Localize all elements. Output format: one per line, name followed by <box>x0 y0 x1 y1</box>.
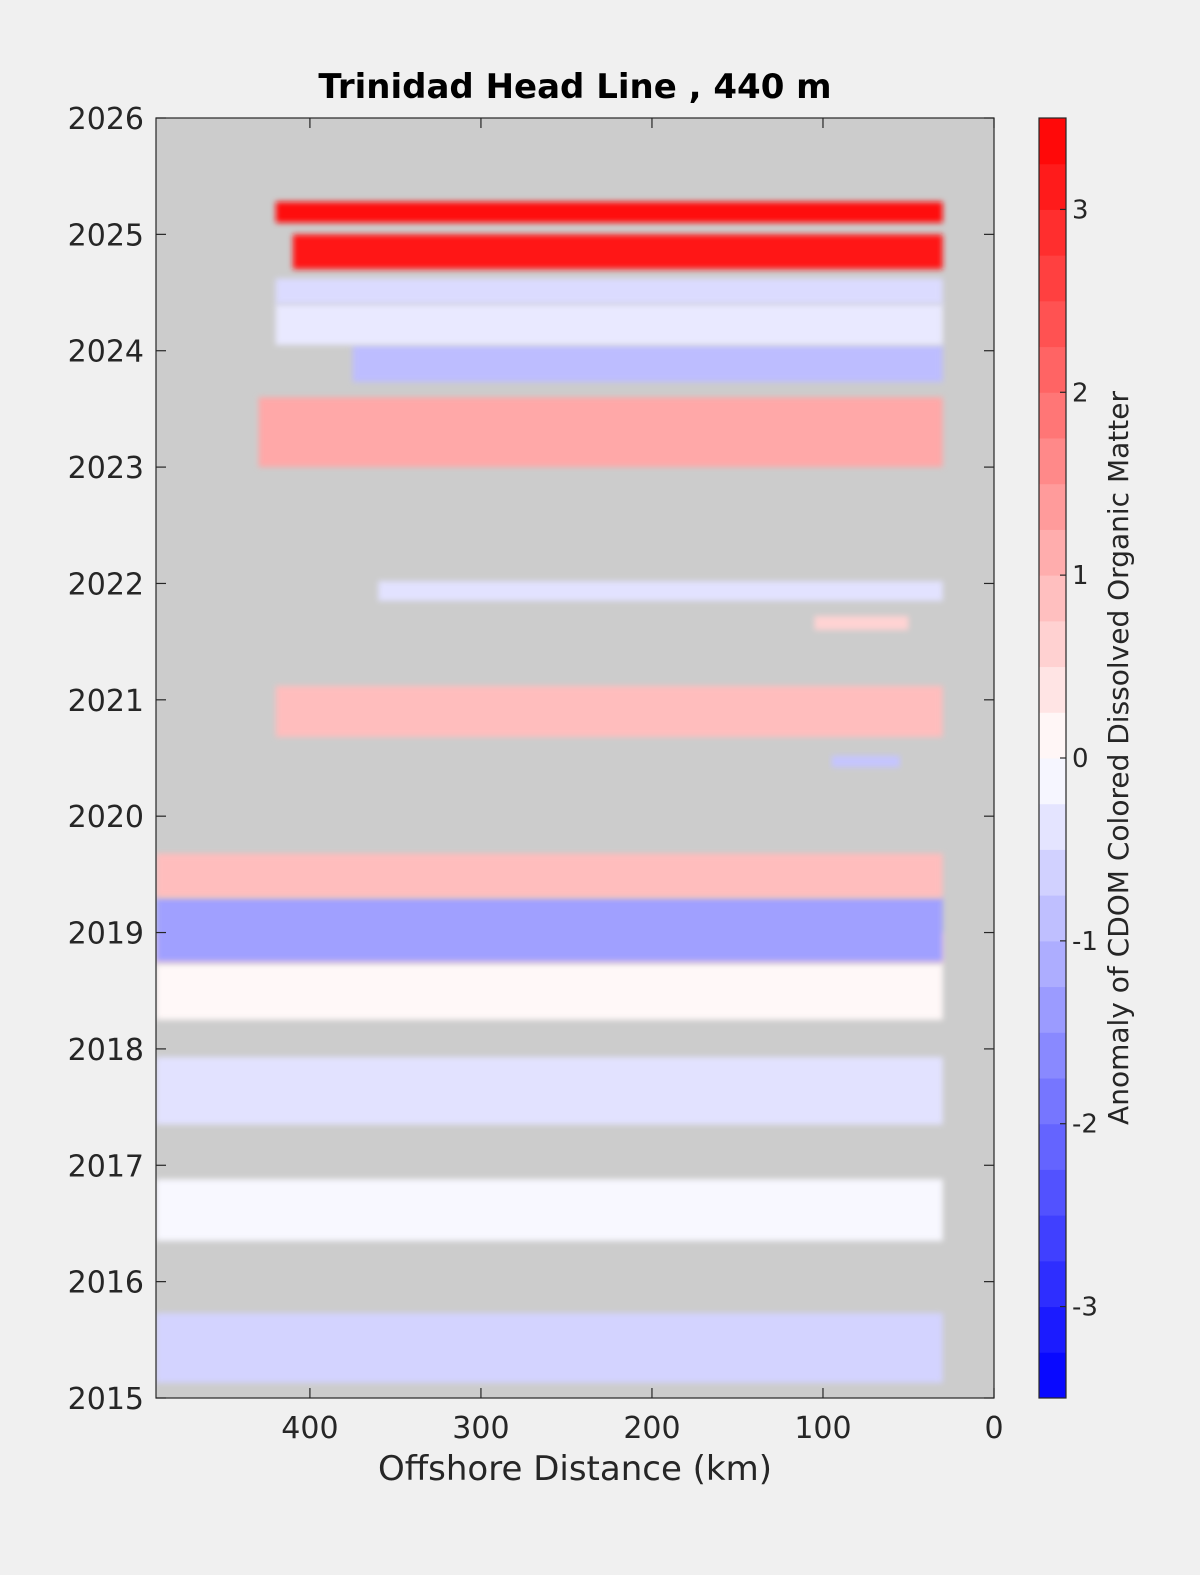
y-tick-label: 2016 <box>68 1266 144 1301</box>
y-tick-label: 2020 <box>68 800 144 835</box>
colorbar-segment <box>1039 666 1066 713</box>
x-axis-label: Offshore Distance (km) <box>378 1449 772 1489</box>
colorbar-segment <box>1039 986 1066 1033</box>
heatmap-band-5 <box>156 897 943 962</box>
colorbar-segment <box>1039 895 1066 942</box>
colorbar-label: Anomaly of CDOM Colored Dissolved Organi… <box>1102 391 1135 1125</box>
colorbar-segment <box>1039 1078 1066 1125</box>
y-tick-label: 2025 <box>68 218 144 253</box>
colorbar-tick-label: 1 <box>1072 561 1089 591</box>
heatmap-band-16 <box>275 201 943 223</box>
y-tick-label: 2021 <box>68 684 144 719</box>
colorbar-segment <box>1039 849 1066 896</box>
heatmap-band-9 <box>814 616 909 630</box>
heatmap-band-8 <box>275 685 943 738</box>
x-tick-label: 400 <box>281 1411 338 1446</box>
x-tick-label: 0 <box>984 1411 1003 1446</box>
colorbar-segment <box>1039 529 1066 576</box>
chart-title: Trinidad Head Line , 440 m <box>318 67 831 107</box>
plot-frame <box>155 117 995 1399</box>
colorbar-tick-label: 2 <box>1072 378 1089 408</box>
colorbar-segment <box>1039 483 1066 530</box>
y-tick-label: 2019 <box>68 917 144 952</box>
y-tick-label: 2023 <box>68 451 144 486</box>
y-tick-label: 2026 <box>68 102 144 137</box>
colorbar-segment <box>1039 1032 1066 1079</box>
heatmap-band-0 <box>156 1313 943 1383</box>
heatmap-band-4 <box>156 963 943 1020</box>
heatmap-band-10 <box>378 581 943 601</box>
colorbar-segment <box>1039 163 1066 210</box>
colorbar-tick-label: 3 <box>1072 195 1089 225</box>
y-tick-label: 2015 <box>68 1382 144 1417</box>
colorbar-segment <box>1039 1260 1066 1308</box>
colorbar-segment <box>1039 712 1066 759</box>
heatmap-band-1 <box>156 1179 943 1241</box>
x-axis-ticks: 400 300 200 100 0 <box>281 118 1004 1446</box>
colorbar-tick-label: 0 <box>1072 744 1089 774</box>
colorbar-segment <box>1039 940 1066 988</box>
x-tick-label: 200 <box>623 1411 680 1446</box>
colorbar-segment <box>1039 1123 1066 1170</box>
colorbar-segment <box>1039 1169 1066 1216</box>
colorbar-tick-label: -2 <box>1072 1110 1098 1140</box>
colorbar-segment <box>1039 620 1066 668</box>
heatmap-band-7 <box>831 755 900 768</box>
colorbar-segment <box>1039 255 1066 302</box>
heatmap-band-12 <box>352 344 943 383</box>
heatmap-band-13 <box>275 304 943 345</box>
colorbar-segment <box>1039 575 1066 622</box>
colorbar-segment <box>1039 118 1066 165</box>
colorbar-segment <box>1039 803 1066 850</box>
y-tick-label: 2022 <box>68 567 144 602</box>
colorbar-segment <box>1039 392 1066 439</box>
y-axis-ticks: 2015 2016 2017 2018 2019 2020 2021 2022 2023 2024… <box>68 102 994 1417</box>
colorbar-tick-label: -3 <box>1072 1293 1098 1323</box>
x-tick-label: 300 <box>452 1411 509 1446</box>
colorbar-segment <box>1039 758 1066 805</box>
colorbar-segment <box>1039 346 1066 393</box>
y-tick-label: 2017 <box>68 1149 144 1184</box>
colorbar-segment <box>1039 300 1066 348</box>
x-tick-label: 100 <box>794 1411 851 1446</box>
colorbar-segment <box>1039 1352 1066 1399</box>
colorbar-segment <box>1039 1215 1066 1262</box>
colorbar-segment <box>1039 209 1066 256</box>
y-tick-label: 2024 <box>68 335 144 370</box>
colorbar-tick-label: -1 <box>1072 927 1098 957</box>
heatmap-band-15 <box>292 234 943 270</box>
heatmap-band-2 <box>156 1057 943 1125</box>
heatmap-band-14 <box>275 278 943 305</box>
colorbar-segment <box>1039 438 1066 485</box>
heatmap-band-6 <box>156 853 943 898</box>
heatmap-bands <box>156 201 943 1383</box>
y-tick-label: 2018 <box>68 1033 144 1068</box>
heatmap-band-11 <box>258 397 943 468</box>
colorbar-ticks: -3 -2 -1 0 1 2 3 <box>1060 195 1098 1323</box>
colorbar-segment <box>1039 1306 1066 1353</box>
